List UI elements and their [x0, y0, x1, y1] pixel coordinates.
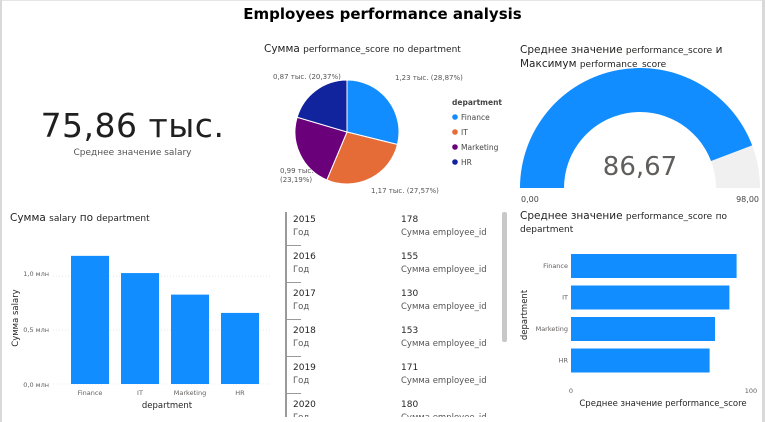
pie-chart: 0,87 тыс. (20,37%) 1,23 тыс. (28,87%) 1,…: [273, 73, 502, 195]
legend-dot-finance: [452, 114, 458, 120]
year-value: 2019: [293, 363, 316, 373]
pie-slice-it[interactable]: [326, 131, 399, 185]
pie-label-marketing-pct: (23,19%): [280, 176, 312, 184]
salary-xtick-marketing: Marketing: [174, 389, 206, 397]
perf-ytick-marketing: Marketing: [536, 325, 568, 333]
salary-bar-hr[interactable]: [221, 312, 259, 384]
legend-dot-it: [452, 129, 458, 135]
gauge-title: Среднее значение performance_score и Мак…: [520, 44, 723, 70]
perf-ytick-it: IT: [562, 294, 568, 302]
year-label: Год: [293, 302, 310, 312]
year-value: 2017: [293, 289, 316, 299]
perf-bar-it[interactable]: [571, 285, 730, 310]
pie-legend-title: department: [452, 98, 502, 107]
pie-chart-title: Сумма performance_score по department: [264, 43, 461, 55]
gauge-fill: [520, 68, 753, 188]
year-label: Год: [293, 376, 310, 386]
year-value: 2018: [293, 326, 316, 336]
perf-xtick-0: 0: [569, 387, 573, 395]
salary-xtick-it: IT: [137, 389, 143, 397]
year-label: Год: [293, 339, 310, 349]
year-label: Год: [293, 228, 310, 238]
salary-xtick-finance: Finance: [78, 389, 103, 397]
pie-label-finance: 1,23 тыс. (28,87%): [395, 74, 463, 82]
frame-left: [0, 0, 2, 422]
gauge-max-label: 98,00: [736, 195, 759, 204]
year-card-2015: 2015 Год 178 Сумма employee_id: [285, 212, 507, 249]
salary-xaxis-title: department: [142, 401, 193, 411]
employee-count-value: 153: [401, 326, 419, 336]
perf-xtick-100: 100: [745, 387, 757, 395]
year-label: Год: [293, 413, 309, 417]
salary-bar-chart: Finance IT Marketing HR 1,0 млн 0,5 млн 0,0…: [11, 255, 270, 411]
pie-label-it: 1,17 тыс. (27,57%): [371, 187, 439, 195]
year-card-2016: 2016 Год 155 Сумма employee_id: [285, 249, 507, 286]
employee-count-label: Сумма employee_id: [401, 302, 487, 312]
gauge-value: 86,67: [603, 152, 677, 182]
salary-bar-marketing[interactable]: [171, 294, 209, 384]
legend-hr: HR: [461, 158, 472, 167]
frame-right: [762, 0, 765, 422]
year-card-2019: 2019 Год 171 Сумма employee_id: [285, 360, 507, 397]
perf-bar-hr[interactable]: [571, 348, 710, 373]
gauge-min-label: 0,00: [521, 195, 539, 204]
employee-count-value: 130: [401, 289, 419, 299]
pie-slice-finance[interactable]: [346, 79, 400, 146]
employee-count-label: Сумма employee_id: [401, 265, 487, 275]
salary-bar-it[interactable]: [121, 273, 159, 384]
employee-count-value: 178: [401, 215, 419, 225]
employee-count-label: Сумма employee_id: [401, 228, 487, 238]
perf-bar-finance[interactable]: [571, 254, 737, 278]
pie-slice-hr[interactable]: [296, 79, 348, 133]
legend-dot-hr: [452, 159, 458, 165]
report-title: Employees performance analysis: [243, 5, 522, 23]
pie-legend: Finance IT Marketing HR: [452, 113, 499, 167]
year-card-2018: 2018 Год 153 Сумма employee_id: [285, 323, 507, 360]
perf-bar-marketing[interactable]: [571, 317, 715, 341]
employee-count-value: 180: [401, 400, 419, 410]
year-label: Год: [293, 265, 310, 275]
salary-ytick-05: 0,5 млн: [23, 326, 49, 334]
year-value: 2016: [293, 252, 316, 262]
employee-count-value: 155: [401, 252, 419, 262]
year-value: 2020: [293, 400, 316, 410]
salary-bar-finance[interactable]: [71, 255, 109, 384]
perf-ytick-finance: Finance: [543, 262, 568, 270]
kpi-salary-label: Среднее значение salary: [73, 148, 192, 158]
employee-count-label: Сумма employee_id: [401, 376, 487, 386]
employee-count-label: Сумма employee_id: [401, 413, 487, 417]
year-card-list[interactable]: 2015 Год 178 Сумма employee_id 2016 Год 155 Сум…: [285, 212, 507, 417]
legend-marketing: Marketing: [461, 143, 499, 152]
year-value: 2015: [293, 215, 316, 225]
salary-chart-title: Сумма salary по department: [10, 212, 150, 224]
perf-ytick-hr: HR: [559, 357, 569, 365]
card-list-scrollbar[interactable]: [502, 212, 507, 342]
salary-ytick-1: 1,0 млн: [23, 270, 49, 278]
year-card-2017: 2017 Год 130 Сумма employee_id: [285, 286, 507, 323]
kpi-salary-value: 75,86 тыс.: [40, 106, 225, 145]
salary-ytick-0: 0,0 млн: [23, 381, 49, 389]
perf-chart-title: Среднее значение performance_score по de…: [520, 210, 727, 235]
perf-yaxis-title: department: [520, 289, 530, 340]
pie-slice-marketing[interactable]: [294, 116, 348, 181]
salary-xtick-hr: HR: [235, 389, 245, 397]
perf-xaxis-title: Среднее значение performance_score: [579, 399, 746, 409]
frame-top: [0, 0, 765, 1]
gauge-chart: 86,67 0,00 98,00: [520, 68, 760, 204]
employee-count-label: Сумма employee_id: [401, 339, 487, 349]
legend-dot-marketing: [452, 144, 458, 150]
pie-label-hr: 0,87 тыс. (20,37%): [273, 73, 341, 81]
salary-yaxis-title: Сумма salary: [11, 289, 21, 346]
year-card-2020: 2020 Год 180 Сумма employee_id: [285, 397, 507, 417]
employee-count-value: 171: [401, 363, 419, 373]
pie-label-marketing-value: 0,99 тыс.: [280, 167, 314, 175]
perf-bar-chart: Finance IT Marketing HR 0 100 Среднее значе…: [520, 254, 757, 409]
legend-finance: Finance: [461, 113, 490, 122]
legend-it: IT: [461, 128, 468, 137]
